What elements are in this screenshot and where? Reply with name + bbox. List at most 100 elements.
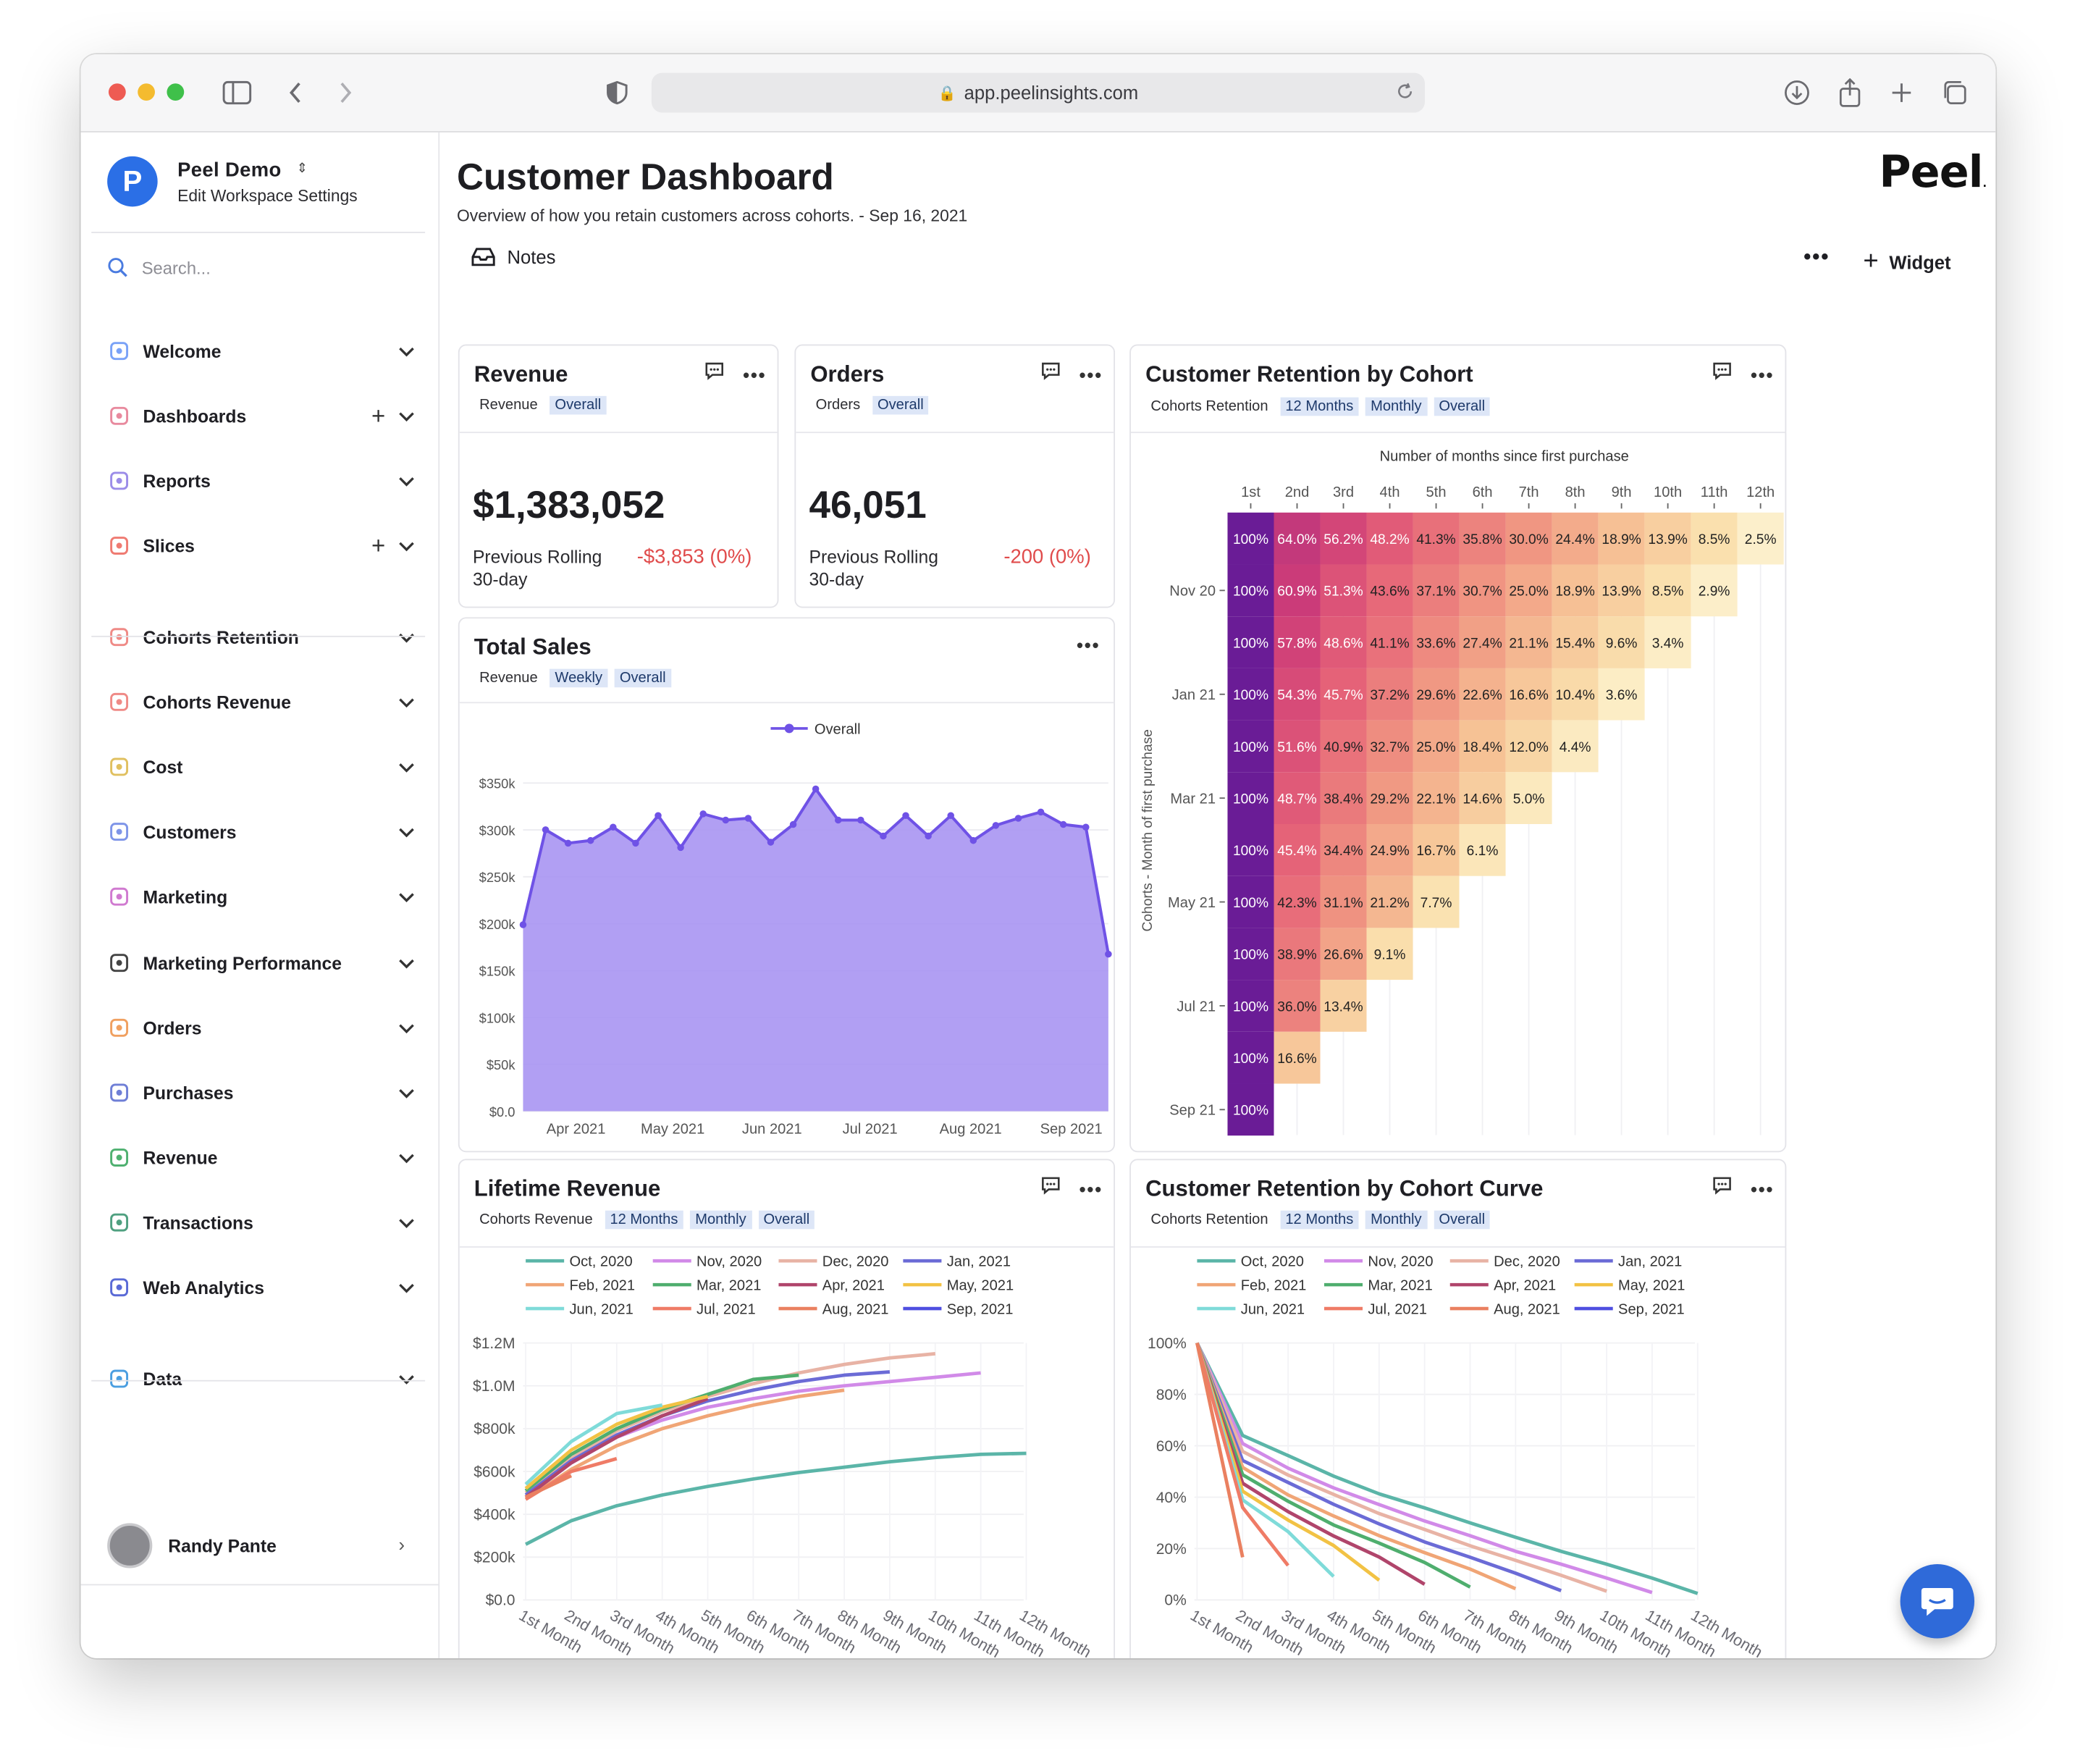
more-options-icon[interactable]: •••	[1079, 1177, 1103, 1200]
cell-label: 48.2%	[1370, 532, 1409, 547]
cell-label: 25.0%	[1416, 740, 1455, 755]
cell-label: 6.1%	[1467, 844, 1499, 859]
x-tick-label: 9th	[1612, 484, 1632, 500]
sidebar-item-slices[interactable]: Slices +	[107, 529, 414, 563]
user-profile[interactable]: Randy Pante	[107, 1523, 277, 1568]
heatmap-cell	[1366, 616, 1413, 668]
sidebar-item-revenue[interactable]: Revenue	[107, 1141, 414, 1175]
more-options-icon[interactable]: •••	[1076, 634, 1100, 656]
chevron-down-icon[interactable]	[399, 536, 415, 555]
sidebar-item-marketing-performance[interactable]: Marketing Performance	[107, 946, 414, 980]
chevron-down-icon[interactable]	[399, 1277, 415, 1297]
search-input[interactable]: Search...	[141, 257, 211, 278]
plus-icon[interactable]: +	[371, 532, 386, 558]
more-options-icon[interactable]: •••	[1750, 1177, 1775, 1200]
minimize-window-button[interactable]	[138, 83, 155, 101]
chevron-down-icon[interactable]	[399, 822, 415, 841]
edit-workspace-settings-link[interactable]: Edit Workspace Settings	[177, 186, 358, 206]
divider	[1130, 1246, 1785, 1248]
cell-label: 100%	[1233, 532, 1268, 547]
plus-icon[interactable]: +	[371, 402, 386, 429]
notes-button[interactable]: Notes	[471, 246, 555, 267]
chevron-down-icon[interactable]	[399, 1212, 415, 1232]
legend-label: Apr, 2021	[822, 1277, 885, 1293]
chevron-down-icon[interactable]	[399, 471, 415, 490]
sidebar-item-data[interactable]: Data	[107, 1361, 414, 1396]
sidebar-item-reports[interactable]: Reports	[107, 463, 414, 498]
chevron-right-icon[interactable]: ›	[398, 1533, 405, 1555]
tab-overview-icon[interactable]	[1937, 75, 1972, 110]
cell-label: 56.2%	[1323, 532, 1363, 547]
sidebar-item-cohorts-revenue[interactable]: Cohorts Revenue	[107, 685, 414, 720]
x-tick-label: 10th	[1654, 484, 1682, 500]
chevron-down-icon[interactable]	[399, 406, 415, 426]
chevron-down-icon[interactable]	[399, 1083, 415, 1102]
lifetime-revenue-card: Lifetime Revenue Cohorts Revenue 12 Mont…	[458, 1159, 1116, 1658]
comment-icon[interactable]	[704, 361, 724, 387]
sidebar-item-transactions[interactable]: Transactions	[107, 1205, 414, 1240]
card-tags: Orders Overall	[810, 395, 929, 415]
address-bar[interactable]: 🔒 app.peelinsights.com	[651, 72, 1426, 113]
legend-label: Feb, 2021	[569, 1277, 635, 1293]
sidebar-item-customers[interactable]: Customers	[107, 815, 414, 849]
sidebar-item-controls: +	[371, 402, 414, 429]
series-line	[1195, 1342, 1426, 1586]
download-icon[interactable]	[1780, 75, 1814, 110]
chart-title: Number of months since first purchase	[1380, 448, 1629, 464]
heatmap-cell	[1320, 824, 1367, 876]
sidebar-item-orders[interactable]: Orders	[107, 1011, 414, 1046]
more-options-icon[interactable]: •••	[1079, 364, 1103, 385]
more-options-icon[interactable]: •••	[743, 364, 767, 385]
zoom-window-button[interactable]	[167, 83, 185, 101]
chevron-down-icon[interactable]	[399, 341, 415, 361]
data-point	[542, 826, 550, 833]
more-options-icon[interactable]: •••	[1750, 364, 1775, 385]
chevron-down-icon[interactable]	[399, 887, 415, 907]
x-tick-label: Jul 2021	[843, 1122, 898, 1138]
chevron-down-icon[interactable]	[399, 1148, 415, 1167]
cell-label: 16.6%	[1277, 1051, 1316, 1067]
chevron-down-icon[interactable]	[399, 1018, 415, 1038]
sidebar-item-purchases[interactable]: Purchases	[107, 1075, 414, 1110]
workspace-name[interactable]: Peel Demo	[177, 159, 282, 182]
chat-support-button[interactable]	[1900, 1564, 1975, 1639]
chevron-down-icon[interactable]	[399, 692, 415, 712]
chevron-down-icon[interactable]	[399, 953, 415, 973]
browser-window: 🔒 app.peelinsights.com P Peel Demo ⇕ Edi…	[80, 54, 1996, 1658]
card-actions: •••	[1712, 1176, 1774, 1201]
cell-label: 12.0%	[1509, 740, 1548, 755]
privacy-shield-icon[interactable]	[600, 75, 635, 110]
comment-icon[interactable]	[1712, 361, 1732, 387]
data-point	[722, 816, 730, 824]
more-options-icon[interactable]: •••	[1803, 246, 1830, 269]
workspace-logo[interactable]: P	[107, 156, 158, 207]
sidebar-item-label: Revenue	[143, 1147, 218, 1168]
sidebar-item-cost[interactable]: Cost	[107, 749, 414, 784]
chevron-down-icon[interactable]	[399, 1369, 415, 1388]
y-tick-label: $200k	[473, 1550, 515, 1566]
forward-icon[interactable]	[329, 75, 363, 110]
cell-label: 100%	[1233, 688, 1268, 703]
add-widget-button[interactable]: + Widget	[1863, 246, 1950, 277]
sidebar-toggle-icon[interactable]	[220, 75, 255, 110]
back-icon[interactable]	[278, 75, 313, 110]
close-window-button[interactable]	[108, 83, 126, 101]
share-icon[interactable]	[1832, 75, 1867, 110]
sidebar-item-web-analytics[interactable]: Web Analytics	[107, 1270, 414, 1305]
comment-icon[interactable]	[1041, 361, 1061, 387]
heatmap-cell	[1505, 564, 1552, 617]
workspace-switch-icon[interactable]: ⇕	[296, 161, 308, 177]
sidebar-item-welcome[interactable]: Welcome	[107, 334, 414, 369]
chevron-down-icon[interactable]	[399, 757, 415, 776]
new-tab-icon[interactable]	[1885, 75, 1919, 110]
comment-icon[interactable]	[1041, 1176, 1061, 1201]
card-title: Customer Retention by Cohort Curve	[1145, 1176, 1544, 1201]
sidebar-item-marketing[interactable]: Marketing	[107, 879, 414, 914]
comment-icon[interactable]	[1712, 1176, 1732, 1201]
divider	[80, 1584, 439, 1586]
sidebar-item-label: Dashboards	[143, 406, 247, 427]
sidebar-item-dashboards[interactable]: Dashboards +	[107, 399, 414, 434]
tag: Monthly	[1365, 397, 1427, 416]
reload-icon[interactable]	[1396, 82, 1415, 104]
sidebar-search[interactable]: Search...	[107, 257, 211, 278]
